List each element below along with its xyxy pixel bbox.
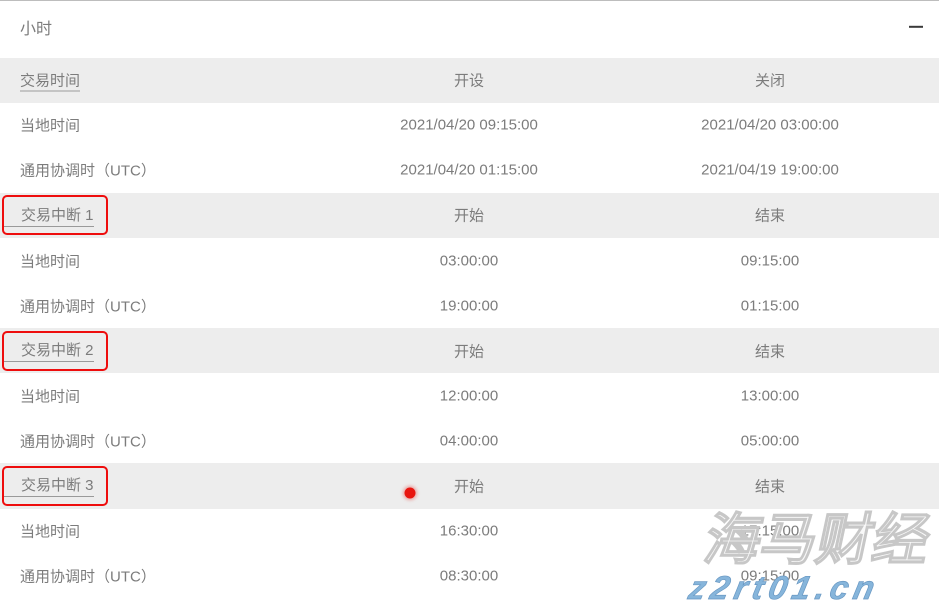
svg-text:海马财经: 海马财经	[699, 509, 936, 571]
svg-text:z2rt01.cn: z2rt01.cn	[684, 570, 883, 602]
